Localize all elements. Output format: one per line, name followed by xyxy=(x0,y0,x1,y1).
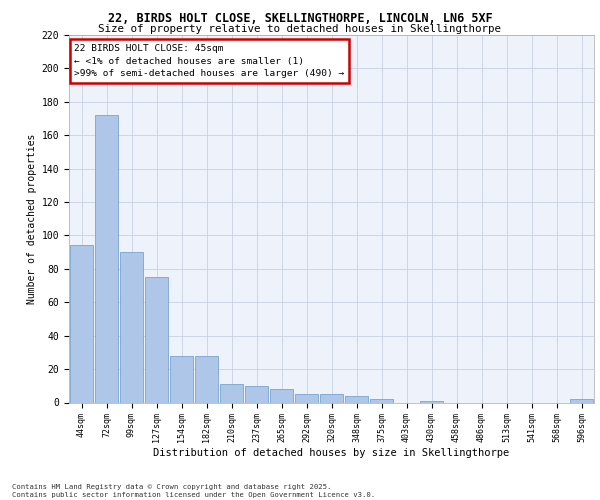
Bar xyxy=(269,389,293,402)
Bar xyxy=(419,401,443,402)
Bar xyxy=(194,356,218,403)
Bar xyxy=(245,386,268,402)
Bar xyxy=(370,399,394,402)
Bar xyxy=(344,396,368,402)
Bar xyxy=(145,277,169,402)
Bar xyxy=(295,394,319,402)
Y-axis label: Number of detached properties: Number of detached properties xyxy=(28,134,37,304)
Bar xyxy=(170,356,193,403)
Bar xyxy=(95,115,118,403)
Text: Contains HM Land Registry data © Crown copyright and database right 2025.
Contai: Contains HM Land Registry data © Crown c… xyxy=(12,484,375,498)
Bar xyxy=(70,246,94,402)
Bar xyxy=(569,399,593,402)
Bar xyxy=(220,384,244,402)
Bar xyxy=(119,252,143,402)
Text: 22, BIRDS HOLT CLOSE, SKELLINGTHORPE, LINCOLN, LN6 5XF: 22, BIRDS HOLT CLOSE, SKELLINGTHORPE, LI… xyxy=(107,12,493,26)
Text: Size of property relative to detached houses in Skellingthorpe: Size of property relative to detached ho… xyxy=(98,24,502,34)
Bar xyxy=(320,394,343,402)
Text: 22 BIRDS HOLT CLOSE: 45sqm
← <1% of detached houses are smaller (1)
>99% of semi: 22 BIRDS HOLT CLOSE: 45sqm ← <1% of deta… xyxy=(74,44,344,78)
X-axis label: Distribution of detached houses by size in Skellingthorpe: Distribution of detached houses by size … xyxy=(154,448,509,458)
